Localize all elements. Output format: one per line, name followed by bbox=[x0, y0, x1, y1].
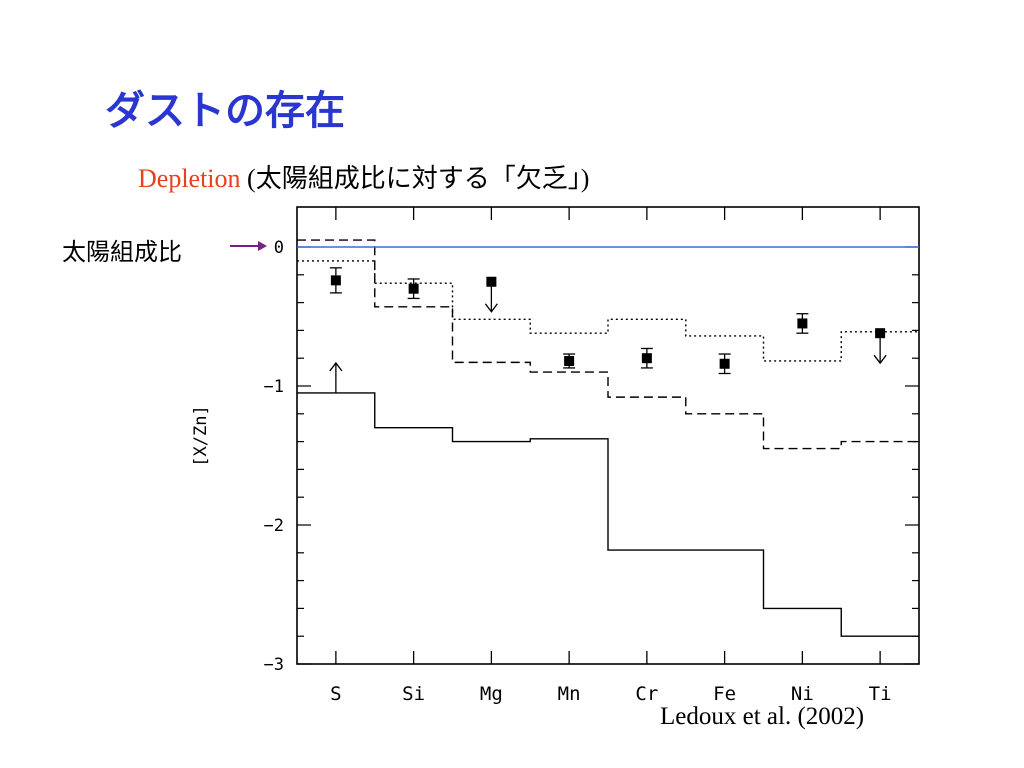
data-point-Ni bbox=[797, 318, 808, 329]
x-tick-label: Cr bbox=[635, 683, 658, 705]
data-point-S bbox=[330, 275, 341, 286]
step-series-solid bbox=[297, 392, 919, 637]
subtitle-depletion: Depletion bbox=[138, 164, 241, 193]
x-tick-label: Ni bbox=[791, 683, 814, 705]
y-tick-label: −3 bbox=[264, 655, 284, 675]
x-tick-label: Fe bbox=[713, 683, 736, 705]
y-tick-label: −2 bbox=[264, 516, 284, 536]
data-point-Mn bbox=[564, 355, 575, 366]
x-tick-label: Si bbox=[402, 683, 425, 705]
step-series-dashed bbox=[297, 239, 919, 450]
citation: Ledoux et al. (2002) bbox=[660, 703, 865, 730]
lower-limit-arrowhead bbox=[329, 361, 343, 372]
data-point-Fe bbox=[719, 358, 730, 369]
subtitle-close-paren: ) bbox=[580, 164, 590, 193]
x-tick-label: Ti bbox=[869, 683, 892, 705]
subtitle-open-paren: ( bbox=[240, 164, 256, 193]
data-point-Cr bbox=[641, 353, 652, 364]
data-point-Si bbox=[408, 283, 419, 294]
upper-limit-arrowhead bbox=[484, 303, 498, 313]
y-tick-label: −1 bbox=[264, 377, 284, 397]
solar-label-arrowhead bbox=[258, 241, 267, 251]
y-tick-label: 0 bbox=[274, 238, 284, 258]
subtitle-japanese: 太陽組成比に対する「欠乏」 bbox=[255, 164, 581, 194]
x-tick-label: Mg bbox=[480, 683, 503, 705]
solar-composition-label: 太陽組成比 bbox=[62, 238, 182, 266]
step-series-dotted bbox=[297, 260, 919, 362]
upper-limit-arrowhead bbox=[873, 354, 887, 365]
data-point-Mg bbox=[486, 276, 497, 287]
x-tick-label: Mn bbox=[558, 683, 581, 705]
slide-subtitle: Depletion (太陽組成比に対する「欠乏」) bbox=[138, 158, 589, 195]
x-tick-label: S bbox=[330, 683, 341, 705]
y-axis-label: [X/Zn] bbox=[191, 405, 211, 466]
plot-frame bbox=[296, 206, 920, 665]
slide-title: ダストの存在 bbox=[105, 88, 345, 134]
data-point-Ti bbox=[875, 328, 886, 339]
